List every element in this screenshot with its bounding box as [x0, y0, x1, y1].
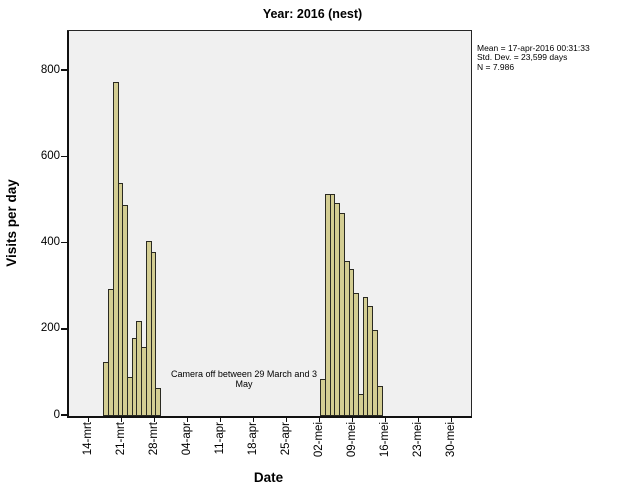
y-tick-mark: [61, 69, 67, 71]
x-tick-label: 30-mei: [444, 422, 457, 458]
x-tick-label: 02-mei: [312, 422, 325, 458]
x-tick-mark: [153, 416, 156, 422]
plot-area: Camera off between 29 March and 3 May: [67, 30, 472, 418]
x-tick-mark: [450, 416, 453, 422]
y-tick-label: 800: [40, 63, 60, 76]
x-tick-label: 09-mei: [345, 422, 358, 458]
histogram-bar: [150, 252, 157, 416]
x-tick-label: 28-mrt: [147, 422, 160, 456]
x-tick-mark: [252, 416, 255, 422]
histogram-bar: [155, 387, 161, 416]
stat-n: N = 7.986: [477, 61, 515, 72]
annotation-line-1: Camera off between 29 March and 3: [171, 369, 317, 379]
annotation-line-2: May: [235, 379, 253, 389]
x-tick-mark: [219, 416, 222, 422]
x-tick-mark: [285, 416, 288, 422]
histogram-bar: [372, 329, 378, 416]
y-tick-mark: [61, 241, 67, 244]
histogram-bar: [376, 385, 383, 416]
stat-mean: Mean = 17-apr-2016 00:31:33: [477, 43, 590, 53]
y-tick-label: 0: [53, 408, 60, 421]
x-tick-mark: [318, 416, 321, 422]
camera-off-annotation: Camera off between 29 March and 3 May: [159, 369, 329, 389]
y-tick-label: 600: [40, 149, 60, 162]
x-tick-mark: [351, 416, 354, 422]
x-tick-mark: [87, 416, 90, 422]
chart-title: Year: 2016 (nest): [262, 7, 363, 21]
y-axis-title: Visits per day: [4, 179, 19, 267]
x-tick-label: 25-apr: [279, 422, 292, 456]
histogram-bar: [122, 204, 128, 416]
y-tick-mark: [61, 414, 67, 416]
x-tick-label: 18-apr: [246, 422, 259, 456]
x-tick-label: 23-mei: [411, 422, 424, 458]
x-tick-mark: [417, 416, 420, 422]
y-tick-label: 400: [40, 236, 60, 248]
x-axis-line: [67, 416, 472, 418]
histogram-bar: [353, 293, 359, 416]
x-tick-label: 04-apr: [180, 422, 193, 456]
y-tick-mark: [61, 328, 67, 330]
y-tick-mark: [61, 155, 67, 157]
x-tick-mark: [384, 416, 387, 422]
y-tick-label: 200: [40, 322, 60, 335]
x-tick-label: 21-mrt: [114, 422, 127, 456]
x-tick-mark: [186, 416, 189, 422]
x-axis-title: Date: [253, 470, 284, 485]
y-axis-line: [67, 31, 69, 418]
x-tick-label: 14-mrt: [81, 422, 94, 456]
x-tick-mark: [120, 416, 123, 422]
x-tick-label: 16-mei: [378, 422, 391, 458]
x-tick-label: 11-apr: [213, 422, 226, 455]
stats-legend: Mean = 17-apr-2016 00:31:33 Std. Dev. = …: [477, 43, 590, 72]
stat-stddev: Std. Dev. = 23,599 days: [477, 52, 568, 63]
